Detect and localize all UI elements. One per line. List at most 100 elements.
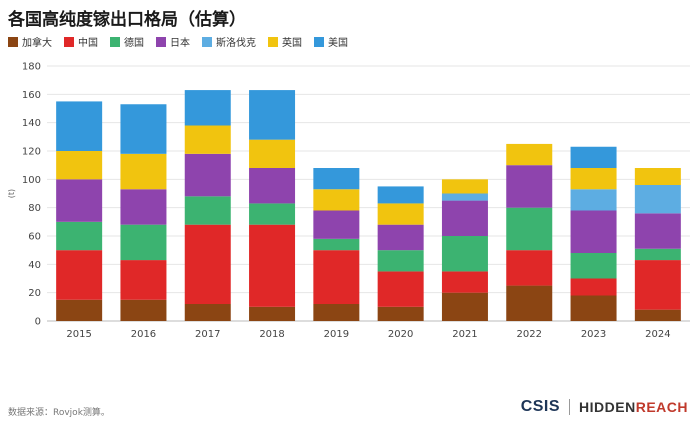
bar-segment — [313, 304, 360, 321]
bar-segment — [249, 306, 296, 321]
legend-label: 英国 — [282, 38, 302, 49]
bar-segment — [570, 210, 617, 253]
y-tick-label: 0 — [35, 317, 41, 328]
bar-segment — [506, 165, 553, 208]
bar-segment — [184, 196, 231, 225]
legend-item: 斯洛伐克 — [202, 34, 256, 49]
bar-segment — [441, 200, 488, 236]
bar-segment — [506, 207, 553, 251]
bar-segment — [313, 210, 360, 239]
hiddenreach-logo: HIDDENREACH — [579, 399, 688, 415]
legend-swatch — [314, 36, 324, 47]
bar-segment — [56, 221, 103, 251]
legend-label: 斯洛伐克 — [216, 38, 256, 49]
legend-label: 日本 — [170, 38, 190, 49]
bar-segment — [377, 250, 424, 272]
bar-segment — [634, 248, 681, 261]
legend-item: 英国 — [268, 34, 302, 49]
bar-segment — [56, 299, 103, 321]
bar-segment — [570, 146, 617, 168]
bar-segment — [249, 203, 296, 225]
x-tick-label: 2022 — [517, 329, 542, 340]
logos: CSIS HIDDENREACH — [521, 398, 688, 416]
y-axis-label: (t) — [7, 189, 16, 198]
csis-logo: CSIS — [520, 398, 561, 415]
legend-item: 德国 — [110, 34, 144, 49]
bar-segment — [634, 309, 681, 321]
bar-segment — [184, 304, 231, 321]
x-tick-label: 2016 — [131, 329, 156, 340]
x-tick-label: 2018 — [259, 329, 284, 340]
bar-segment — [377, 203, 424, 225]
chart-title: 各国高纯度镓出口格局（估算） — [8, 10, 246, 30]
data-source-note: 数据来源：Rovjok测算。 — [8, 408, 110, 418]
bar-segment — [313, 250, 360, 304]
bar-segment — [249, 224, 296, 307]
y-tick-label: 40 — [28, 260, 41, 271]
y-tick-label: 100 — [22, 175, 41, 186]
bar-segment — [120, 189, 167, 225]
bar-segment — [570, 295, 617, 321]
x-tick-label: 2015 — [66, 329, 91, 340]
bar-segment — [313, 238, 360, 251]
bar-segment — [120, 153, 167, 190]
x-tick-label: 2020 — [388, 329, 413, 340]
bar-segment — [377, 224, 424, 251]
bar-segment — [249, 90, 296, 140]
y-tick-label: 20 — [28, 288, 41, 299]
bar-segment — [313, 189, 360, 211]
y-tick-label: 120 — [22, 147, 41, 158]
bar-segment — [570, 253, 617, 279]
legend: 加拿大 中国 德国 日本 斯洛伐克 英国 美国 — [8, 34, 348, 49]
legend-label: 加拿大 — [22, 38, 52, 49]
legend-swatch — [110, 36, 120, 47]
bar-segment — [634, 168, 681, 185]
bar-segment — [570, 278, 617, 296]
legend-item: 加拿大 — [8, 34, 52, 49]
bar-segment — [634, 260, 681, 310]
y-tick-label: 160 — [22, 90, 41, 101]
bar-segment — [634, 185, 681, 214]
legend-swatch — [8, 36, 18, 47]
bar-segment — [184, 125, 231, 154]
bar-segment — [56, 250, 103, 300]
legend-label: 中国 — [78, 38, 98, 49]
bar-segment — [120, 224, 167, 261]
legend-item: 中国 — [64, 34, 98, 49]
bar-segment — [313, 168, 360, 190]
x-tick-label: 2023 — [581, 329, 606, 340]
bar-segment — [441, 193, 488, 201]
bar-segment — [506, 285, 553, 321]
bar-segment — [441, 292, 488, 321]
y-tick-label: 180 — [22, 62, 41, 73]
bar-segment — [249, 139, 296, 168]
bar-segment — [120, 260, 167, 300]
bar-segment — [570, 168, 617, 190]
bar-segment — [506, 143, 553, 166]
bar-segment — [506, 250, 553, 286]
x-tick-label: 2017 — [195, 329, 220, 340]
legend-swatch — [202, 36, 212, 47]
legend-swatch — [64, 36, 74, 47]
legend-swatch — [268, 36, 278, 47]
bar-segment — [377, 271, 424, 307]
bar-segment — [377, 186, 424, 204]
bar-segment — [184, 153, 231, 197]
legend-item: 美国 — [314, 34, 348, 49]
bar-segment — [634, 213, 681, 249]
bar-segment — [184, 224, 231, 304]
bar-segment — [249, 168, 296, 204]
bar-segment — [377, 306, 424, 321]
x-tick-label: 2019 — [324, 329, 349, 340]
bar-segment — [56, 151, 103, 180]
legend-label: 美国 — [328, 38, 348, 49]
x-tick-label: 2021 — [452, 329, 477, 340]
legend-item: 日本 — [156, 34, 190, 49]
bar-segment — [56, 179, 103, 222]
legend-swatch — [156, 36, 166, 47]
bar-segment — [441, 271, 488, 293]
bar-segment — [184, 90, 231, 126]
y-tick-label: 80 — [28, 203, 41, 214]
bar-segment — [441, 236, 488, 272]
